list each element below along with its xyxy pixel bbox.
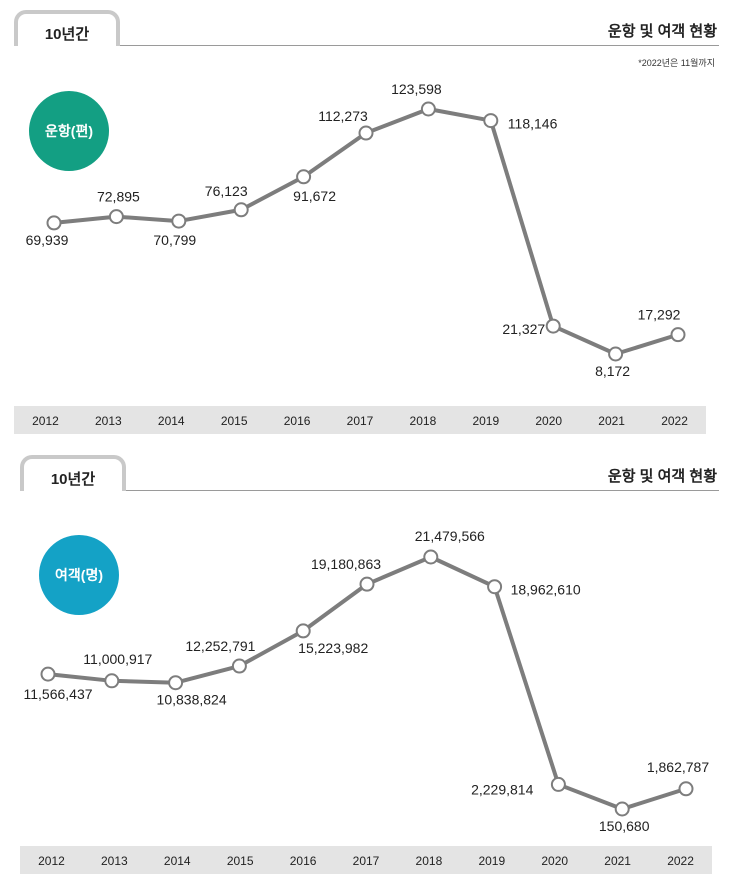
- x-tick-label: 2021: [598, 414, 625, 428]
- data-point[interactable]: [104, 673, 120, 689]
- data-point[interactable]: [483, 113, 499, 129]
- flights-panel: 10년간 운항 및 여객 현황 *2022년은 11월까지 운항(편): [0, 0, 747, 440]
- passengers-badge: 여객(명): [39, 535, 119, 615]
- data-label: 72,895: [97, 189, 140, 205]
- data-point[interactable]: [359, 576, 375, 592]
- series-line: [47, 555, 687, 811]
- x-tick-label: 2018: [416, 854, 443, 868]
- x-tick-label: 2020: [535, 414, 562, 428]
- data-point[interactable]: [171, 213, 187, 229]
- data-label: 112,273: [318, 108, 368, 124]
- x-tick-label: 2016: [284, 414, 311, 428]
- data-point[interactable]: [233, 202, 249, 218]
- data-point[interactable]: [614, 801, 630, 817]
- section-title: 운항 및 여객 현황: [607, 468, 717, 485]
- flights-badge: 운항(편): [29, 91, 109, 171]
- data-label: 21,327: [502, 321, 545, 337]
- data-point[interactable]: [231, 658, 247, 674]
- data-point[interactable]: [545, 318, 561, 334]
- data-label: 150,680: [599, 818, 650, 834]
- data-label: 123,598: [391, 81, 442, 97]
- x-tick-label: 2017: [347, 414, 374, 428]
- passengers-badge-label: 여객(명): [55, 567, 103, 583]
- data-point[interactable]: [40, 666, 56, 682]
- x-tick-label: 2014: [158, 414, 185, 428]
- x-tick-label: 2022: [661, 414, 688, 428]
- x-tick-label: 2019: [478, 854, 505, 868]
- data-point[interactable]: [678, 781, 694, 797]
- x-tick-label: 2018: [410, 414, 437, 428]
- x-tick-label: 2015: [227, 854, 254, 868]
- data-point[interactable]: [608, 346, 624, 362]
- data-label: 21,479,566: [415, 528, 485, 544]
- data-label: 2,229,814: [471, 781, 533, 797]
- x-tick-label: 2016: [290, 854, 317, 868]
- data-label: 91,672: [293, 188, 336, 204]
- x-tick-label: 2013: [101, 854, 128, 868]
- year-axis: [20, 846, 712, 874]
- data-label: 11,000,917: [83, 651, 152, 667]
- data-label: 8,172: [595, 363, 630, 379]
- x-tick-label: 2012: [38, 854, 65, 868]
- data-point[interactable]: [296, 169, 312, 185]
- data-label: 76,123: [205, 183, 248, 199]
- year-axis: [14, 406, 706, 434]
- data-label: 17,292: [638, 307, 681, 323]
- x-tick-label: 2019: [472, 414, 499, 428]
- flights-badge-label: 운항(편): [45, 123, 93, 139]
- data-label: 10,838,824: [157, 692, 227, 708]
- x-tick-label: 2017: [353, 854, 380, 868]
- x-tick-label: 2020: [541, 854, 568, 868]
- data-label: 11,566,437: [23, 686, 92, 702]
- data-point[interactable]: [670, 327, 686, 343]
- data-point[interactable]: [487, 579, 503, 595]
- x-tick-label: 2014: [164, 854, 191, 868]
- period-tab[interactable]: 10년간: [20, 455, 126, 491]
- data-label: 15,223,982: [298, 640, 368, 656]
- data-point[interactable]: [358, 125, 374, 141]
- period-tab[interactable]: 10년간: [14, 10, 120, 46]
- x-tick-label: 2012: [32, 414, 59, 428]
- data-label: 118,146: [508, 116, 558, 132]
- period-tab-label: 10년간: [50, 471, 96, 488]
- data-label: 70,799: [153, 232, 196, 248]
- header-divider: [120, 45, 719, 46]
- period-tab-label: 10년간: [44, 26, 90, 43]
- section-title: 운항 및 여객 현황: [607, 23, 717, 40]
- series-line: [53, 107, 679, 356]
- data-point[interactable]: [420, 101, 436, 117]
- data-label: 69,939: [26, 232, 69, 248]
- data-point[interactable]: [108, 209, 124, 225]
- x-tick-label: 2021: [604, 854, 631, 868]
- x-tick-label: 2015: [221, 414, 248, 428]
- data-label: 19,180,863: [311, 556, 381, 572]
- data-note: *2022년은 11월까지: [638, 58, 715, 68]
- x-tick-label: 2022: [667, 854, 694, 868]
- data-point[interactable]: [46, 215, 62, 231]
- x-tick-label: 2013: [95, 414, 122, 428]
- data-label: 12,252,791: [185, 638, 255, 654]
- data-point[interactable]: [423, 549, 439, 565]
- header-divider: [126, 490, 719, 491]
- data-point[interactable]: [168, 675, 184, 691]
- data-point[interactable]: [550, 776, 566, 792]
- data-point[interactable]: [295, 623, 311, 639]
- data-label: 1,862,787: [647, 759, 709, 775]
- data-label: 18,962,610: [511, 582, 581, 598]
